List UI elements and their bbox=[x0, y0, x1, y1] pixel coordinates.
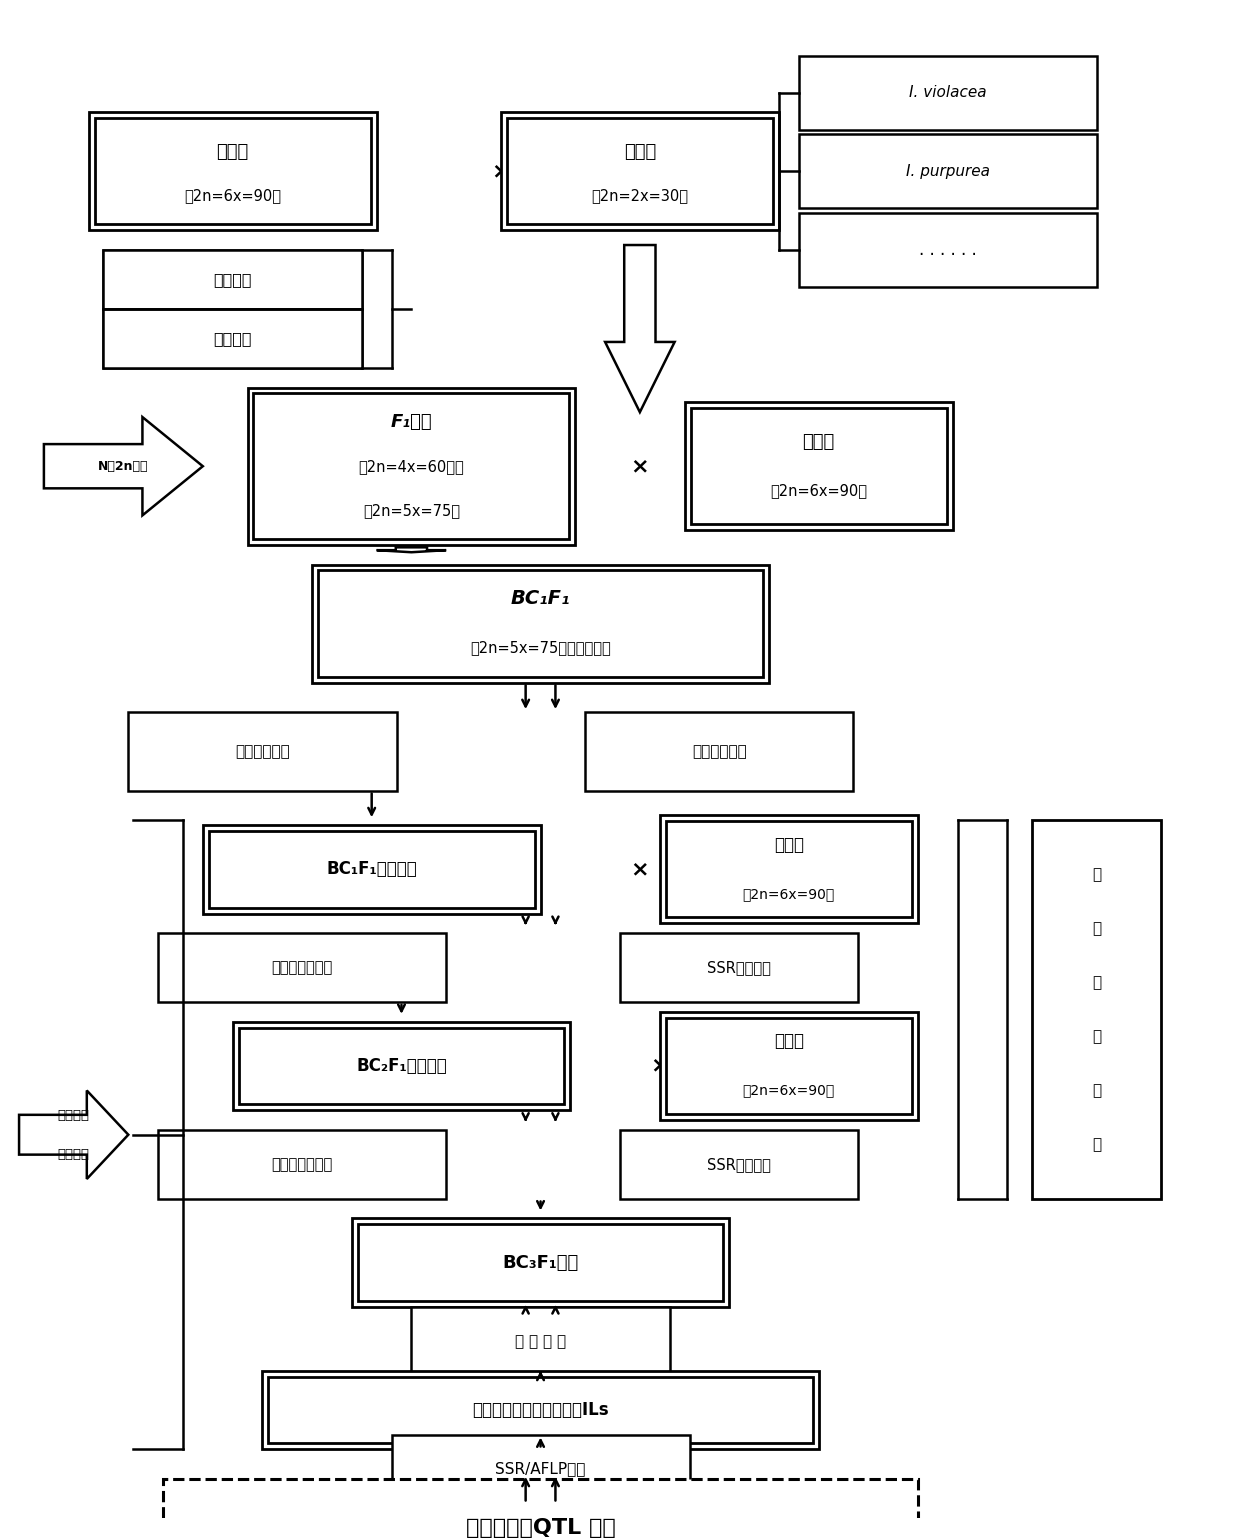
Text: ×: × bbox=[491, 162, 510, 182]
Text: 栽培种: 栽培种 bbox=[774, 836, 804, 853]
Text: 交: 交 bbox=[1092, 1137, 1101, 1152]
Text: 种: 种 bbox=[1092, 867, 1101, 882]
Text: 分子标记选择: 分子标记选择 bbox=[692, 744, 746, 759]
Polygon shape bbox=[19, 1090, 128, 1180]
Text: （2n=6x=90）: （2n=6x=90） bbox=[743, 1084, 835, 1098]
Bar bbox=[666, 821, 913, 918]
Bar bbox=[620, 933, 858, 1003]
Text: SSR/AFLP分析: SSR/AFLP分析 bbox=[495, 1461, 585, 1477]
Text: ×: × bbox=[631, 859, 650, 879]
Bar bbox=[253, 394, 569, 539]
Polygon shape bbox=[43, 417, 203, 516]
Text: （2n=5x=75）或非整倍体: （2n=5x=75）或非整倍体 bbox=[470, 641, 611, 656]
Bar bbox=[501, 112, 779, 231]
Bar bbox=[660, 815, 918, 924]
Bar bbox=[263, 1371, 818, 1449]
Text: （2n=5x=75）: （2n=5x=75） bbox=[363, 504, 460, 517]
Bar bbox=[159, 933, 446, 1003]
Polygon shape bbox=[605, 245, 675, 413]
Bar bbox=[507, 119, 773, 225]
Text: . . . . . .: . . . . . . bbox=[919, 240, 977, 259]
Text: 渐: 渐 bbox=[1092, 975, 1101, 990]
Text: 间: 间 bbox=[1092, 921, 1101, 936]
Bar bbox=[317, 570, 763, 676]
Bar bbox=[620, 1130, 858, 1198]
Bar bbox=[585, 711, 853, 790]
Bar bbox=[412, 1307, 670, 1375]
Text: 扩繁、抗性鉴定: 扩繁、抗性鉴定 bbox=[272, 1157, 332, 1172]
Text: 栽培种: 栽培种 bbox=[217, 143, 249, 160]
Text: 渗: 渗 bbox=[1092, 1029, 1101, 1044]
Text: SSR辅助选择: SSR辅助选择 bbox=[707, 959, 771, 975]
Bar bbox=[233, 1021, 570, 1110]
Text: 遗传作图、QTL 定位: 遗传作图、QTL 定位 bbox=[466, 1518, 615, 1538]
Text: BC₂F₁亚套群体: BC₂F₁亚套群体 bbox=[356, 1056, 446, 1075]
Text: BC₃F₁群体: BC₃F₁群体 bbox=[502, 1254, 579, 1272]
Text: （2n=6x=90）: （2n=6x=90） bbox=[184, 188, 281, 203]
Text: I. purpurea: I. purpurea bbox=[905, 163, 990, 179]
Bar bbox=[684, 402, 952, 530]
Text: ×: × bbox=[631, 456, 650, 476]
Bar bbox=[312, 565, 769, 682]
Text: 栽培种: 栽培种 bbox=[774, 1032, 804, 1050]
Bar bbox=[799, 134, 1096, 208]
Text: 渐渗分析: 渐渗分析 bbox=[58, 1147, 89, 1161]
Bar bbox=[164, 1478, 918, 1540]
Text: 激素处理: 激素处理 bbox=[213, 273, 252, 286]
Bar bbox=[268, 1377, 812, 1443]
Bar bbox=[799, 55, 1096, 129]
Bar bbox=[203, 825, 541, 913]
Text: ×: × bbox=[651, 1056, 670, 1076]
Bar bbox=[1032, 821, 1162, 1198]
Text: （2n=4x=60）或: （2n=4x=60）或 bbox=[358, 459, 464, 474]
Bar bbox=[103, 249, 362, 368]
Bar bbox=[238, 1027, 564, 1104]
Text: （2n=6x=90）: （2n=6x=90） bbox=[770, 484, 867, 499]
Text: 幼胚拯救: 幼胚拯救 bbox=[213, 331, 252, 347]
Text: 扩繁、抗性鉴定: 扩繁、抗性鉴定 bbox=[272, 959, 332, 975]
Bar bbox=[208, 832, 534, 907]
Text: （2n=2x=30）: （2n=2x=30） bbox=[591, 188, 688, 203]
Text: 野生种: 野生种 bbox=[624, 143, 656, 160]
Text: 回: 回 bbox=[1092, 1083, 1101, 1098]
Bar bbox=[799, 213, 1096, 286]
Bar bbox=[103, 310, 362, 368]
Bar bbox=[666, 1018, 913, 1113]
Bar bbox=[103, 249, 362, 310]
Bar bbox=[94, 119, 371, 225]
Text: SSR辅助选择: SSR辅助选择 bbox=[707, 1157, 771, 1172]
Polygon shape bbox=[377, 547, 446, 553]
Bar bbox=[392, 1435, 689, 1503]
Text: N或2n配子: N或2n配子 bbox=[98, 460, 149, 473]
Text: BC₁F₁亚套群体: BC₁F₁亚套群体 bbox=[326, 861, 417, 878]
Bar bbox=[691, 408, 947, 524]
Text: I. violacea: I. violacea bbox=[909, 85, 987, 100]
Bar bbox=[248, 388, 575, 545]
Bar bbox=[128, 711, 397, 790]
Text: 含不同抗性基因的渐渗系ILs: 含不同抗性基因的渐渗系ILs bbox=[472, 1401, 609, 1418]
Bar bbox=[352, 1218, 729, 1307]
Bar bbox=[358, 1224, 723, 1301]
Text: 抗 性 鉴 定: 抗 性 鉴 定 bbox=[515, 1334, 567, 1349]
Bar bbox=[660, 1012, 918, 1120]
Text: BC₁F₁: BC₁F₁ bbox=[511, 590, 570, 608]
Text: F₁杂种: F₁杂种 bbox=[391, 413, 433, 431]
Text: 栽培种: 栽培种 bbox=[802, 433, 835, 451]
Text: 抗性鉴定筛选: 抗性鉴定筛选 bbox=[236, 744, 290, 759]
Bar bbox=[159, 1130, 446, 1198]
Text: （2n=6x=90）: （2n=6x=90） bbox=[743, 887, 835, 901]
Bar bbox=[88, 112, 377, 231]
Text: 遗传分析: 遗传分析 bbox=[58, 1109, 89, 1121]
